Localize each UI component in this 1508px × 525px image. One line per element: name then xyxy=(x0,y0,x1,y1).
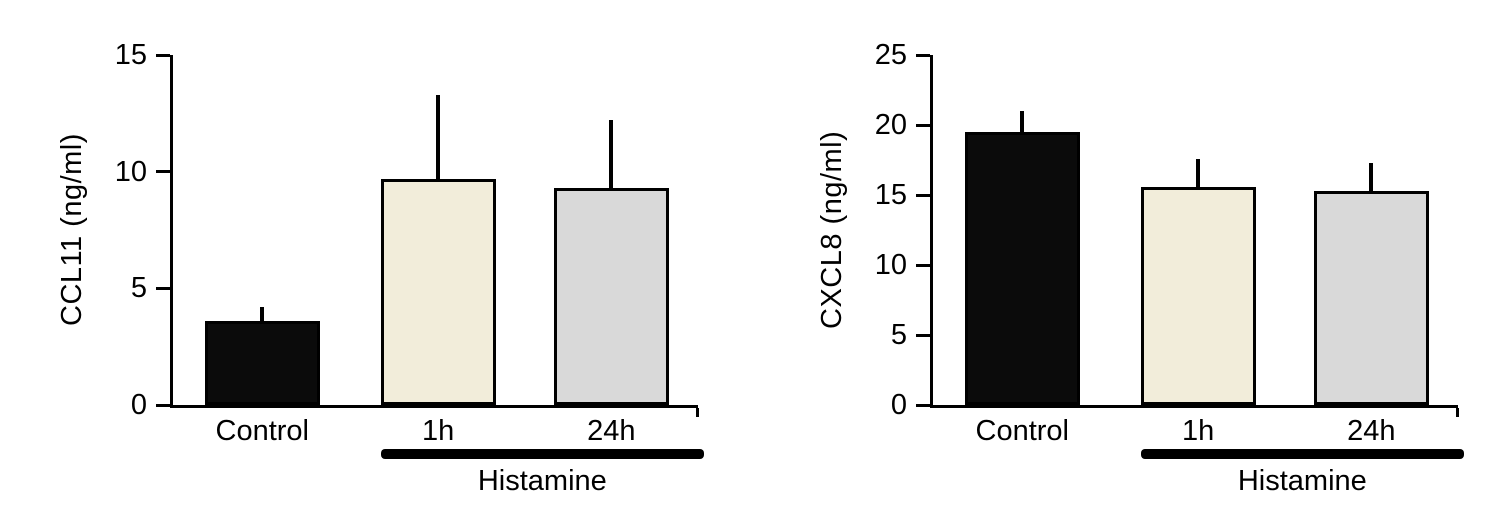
y-axis-tick xyxy=(156,403,170,407)
x-tick-label: 1h xyxy=(421,415,455,447)
error-bar-control xyxy=(1020,111,1025,132)
error-bar-1h xyxy=(436,94,441,179)
x-tick-label: 24h xyxy=(587,415,636,447)
x-tick-label: Control xyxy=(215,415,310,447)
y-tick-label: 15 xyxy=(114,39,147,71)
x-tick-label: 24h xyxy=(1347,415,1396,447)
y-tick-label: 20 xyxy=(874,109,907,141)
y-axis-tick xyxy=(916,123,930,127)
y-tick-label: 0 xyxy=(130,389,147,421)
bar-24h xyxy=(553,188,669,405)
y-tick-label: 25 xyxy=(874,39,907,71)
y-tick-label: 5 xyxy=(130,272,147,305)
y-axis-tick xyxy=(916,263,930,267)
histamine-group-underline xyxy=(1140,449,1464,459)
plot-area: 0 5 10 15 Control 1h 24h Histamine xyxy=(115,39,704,497)
x-tick-label: Control xyxy=(975,415,1070,447)
x-tick-label: 1h xyxy=(1181,415,1215,447)
y-tick-label: 10 xyxy=(874,249,907,281)
y-axis-tick xyxy=(916,403,930,407)
error-bar-24h xyxy=(1369,162,1374,191)
y-tick-label: 0 xyxy=(890,389,907,421)
plot-area: 0 5 10 15 20 25 Control 1h 24h Histamine xyxy=(875,39,1464,497)
histamine-group-label: Histamine xyxy=(1237,465,1367,497)
histamine-group-label: Histamine xyxy=(477,465,607,497)
y-axis-tick xyxy=(916,53,930,57)
y-tick-label: 5 xyxy=(890,319,907,351)
y-axis-tick xyxy=(156,286,170,290)
y-axis-tick xyxy=(916,193,930,197)
x-axis-end-tick xyxy=(696,408,699,417)
bar-control xyxy=(204,321,320,405)
y-axis-tick xyxy=(916,333,930,337)
chart-panel-cxcl8: CXCL8 (ng/ml) 0 5 10 15 20 25 Control 1h 24h Hista… xyxy=(780,0,1480,525)
chart-panel-ccl11: CCL11 (ng/ml) 0 5 10 15 Control 1h 24h Histamine xyxy=(20,0,720,525)
bar-1h xyxy=(380,178,496,405)
bar-1h xyxy=(1140,186,1256,405)
y-axis-tick xyxy=(156,53,170,57)
y-tick-label: 10 xyxy=(114,155,147,188)
error-bar-24h xyxy=(609,120,614,188)
bar-control xyxy=(964,132,1080,405)
y-axis-tick xyxy=(156,170,170,174)
y-tick-label: 15 xyxy=(874,179,907,211)
error-bar-control xyxy=(260,307,265,321)
bar-24h xyxy=(1313,190,1429,405)
error-bar-1h xyxy=(1196,158,1201,187)
x-axis-end-tick xyxy=(1456,408,1459,417)
y-axis-label: CCL11 (ng/ml) xyxy=(56,133,88,327)
histamine-group-underline xyxy=(380,449,704,459)
